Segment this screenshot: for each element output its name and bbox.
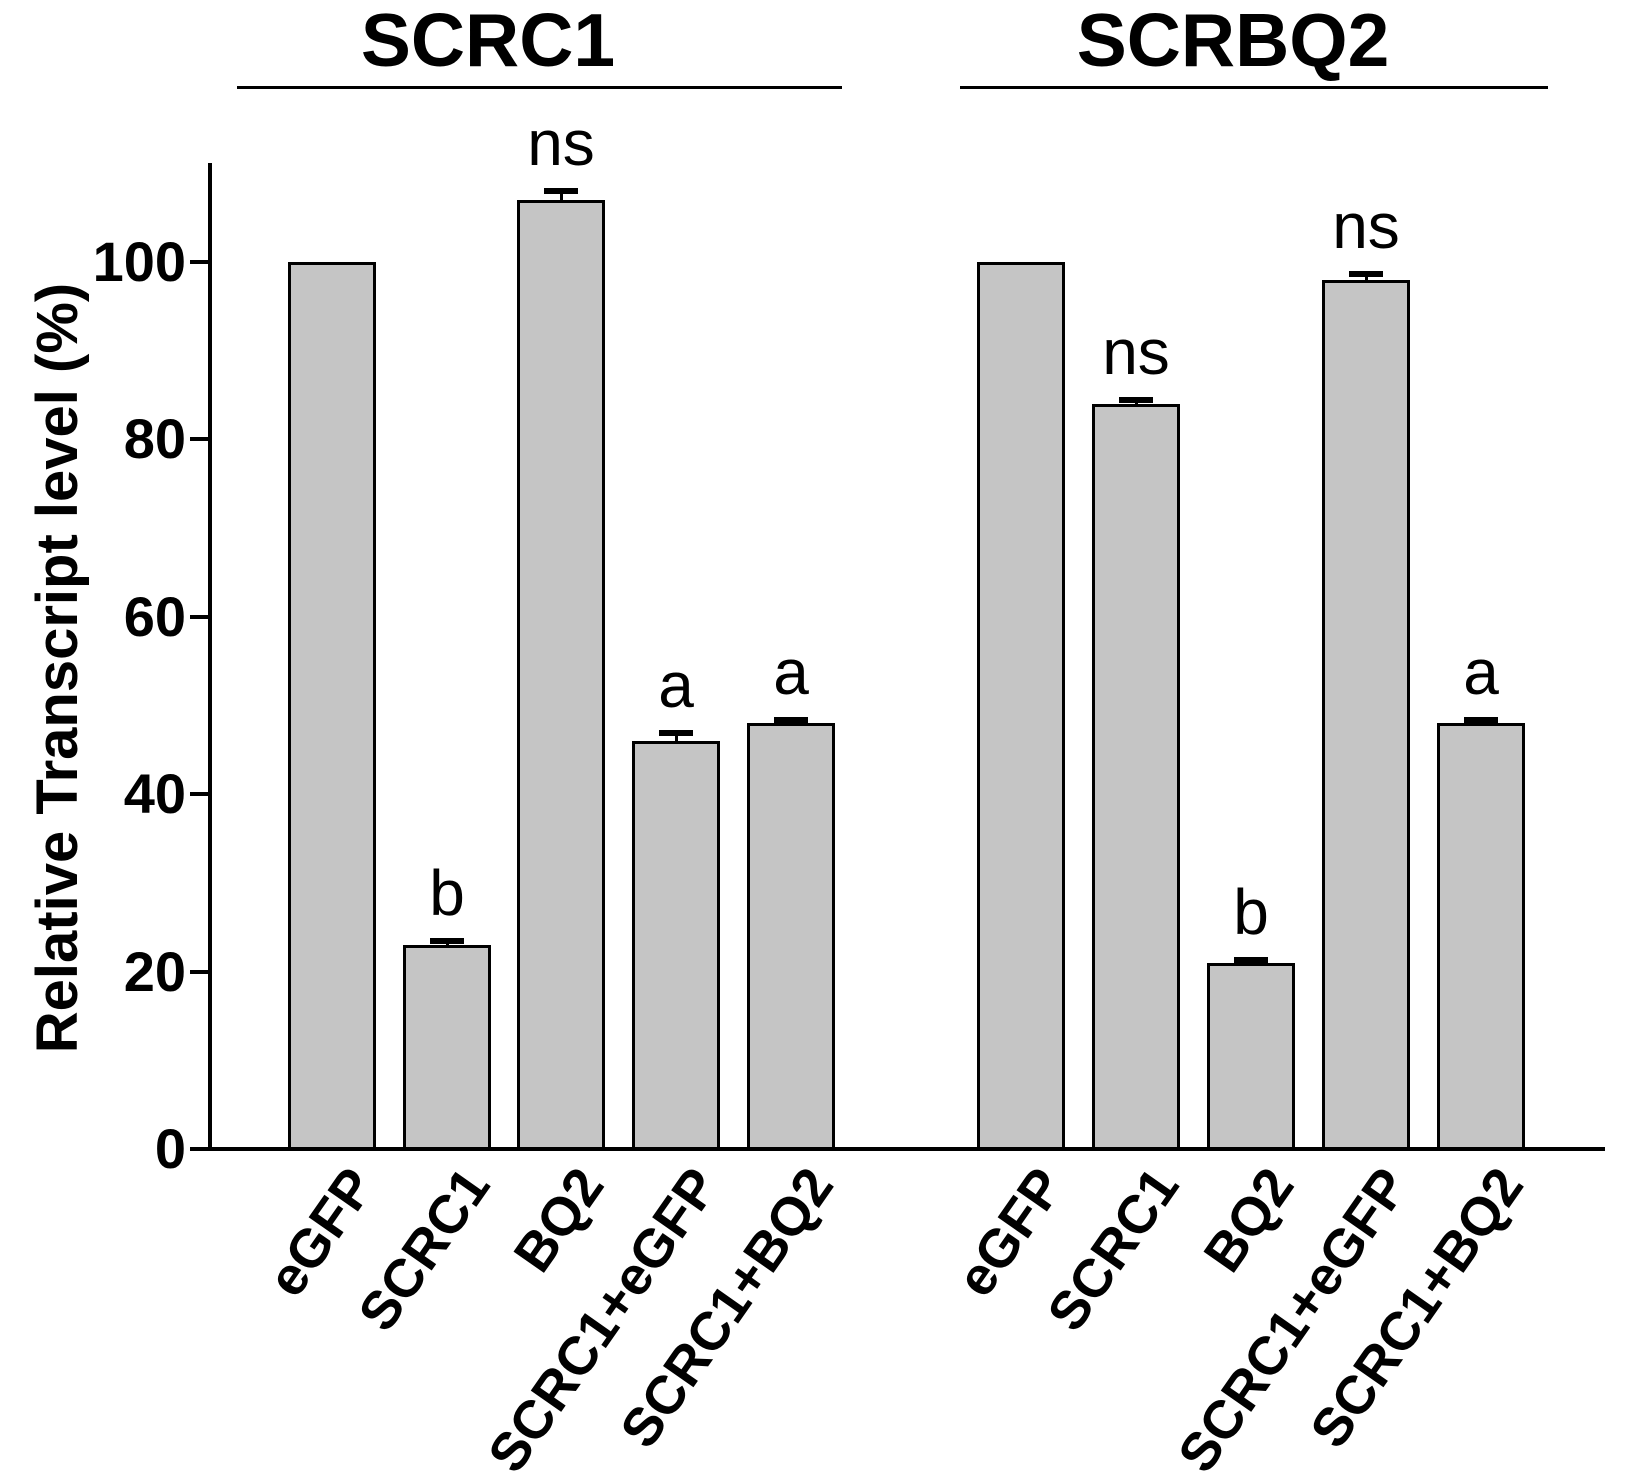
y-tick	[190, 614, 208, 619]
x-category-label: BQ2	[1192, 1157, 1306, 1283]
x-category-label: BQ2	[502, 1157, 616, 1283]
x-axis-line	[208, 1147, 1605, 1151]
error-bar-cap	[1464, 716, 1498, 723]
y-tick-label: 80	[123, 407, 186, 471]
group-underline-line	[960, 86, 1548, 89]
error-bar-cap	[430, 937, 464, 944]
bar	[977, 262, 1065, 1151]
significance-label: a	[658, 648, 694, 721]
error-bar-cap	[1119, 397, 1153, 404]
y-tick-label: 40	[123, 762, 186, 826]
y-tick-label: 100	[92, 230, 186, 293]
bar	[1322, 279, 1410, 1151]
y-tick	[190, 1147, 208, 1151]
bar	[1207, 962, 1295, 1151]
error-bar-line	[559, 191, 563, 202]
y-tick-label: 60	[123, 584, 186, 648]
y-tick	[190, 260, 208, 264]
bar	[1092, 403, 1180, 1151]
error-bar-line	[1364, 274, 1368, 282]
bar	[1437, 723, 1525, 1151]
significance-label: b	[1233, 876, 1269, 949]
group-header: SCRBQ2	[1076, 0, 1390, 82]
y-axis-line	[208, 163, 212, 1151]
error-bar-cap	[544, 188, 578, 195]
y-tick	[190, 969, 208, 974]
group-underline-line	[237, 86, 842, 89]
significance-label: a	[1463, 635, 1499, 708]
error-bar-cap	[774, 716, 808, 723]
y-tick-label: 20	[123, 939, 186, 1003]
error-bar-cap	[659, 729, 693, 736]
bar	[403, 944, 491, 1151]
error-bar-line	[674, 732, 678, 743]
bar	[747, 723, 835, 1151]
y-tick	[190, 437, 208, 442]
bar	[632, 740, 720, 1151]
y-tick	[190, 792, 208, 797]
bar	[517, 199, 605, 1151]
error-bar-line	[445, 940, 449, 947]
significance-label: b	[429, 856, 465, 929]
error-bar-cap	[1349, 271, 1383, 278]
significance-label: ns	[1102, 316, 1170, 389]
significance-label: ns	[527, 107, 595, 180]
significance-label: ns	[1332, 190, 1400, 263]
y-tick-label: 0	[154, 1117, 186, 1180]
error-bar-cap	[1234, 957, 1268, 964]
significance-label: a	[773, 635, 809, 708]
bar	[288, 262, 376, 1151]
group-header: SCRC1	[360, 0, 616, 82]
